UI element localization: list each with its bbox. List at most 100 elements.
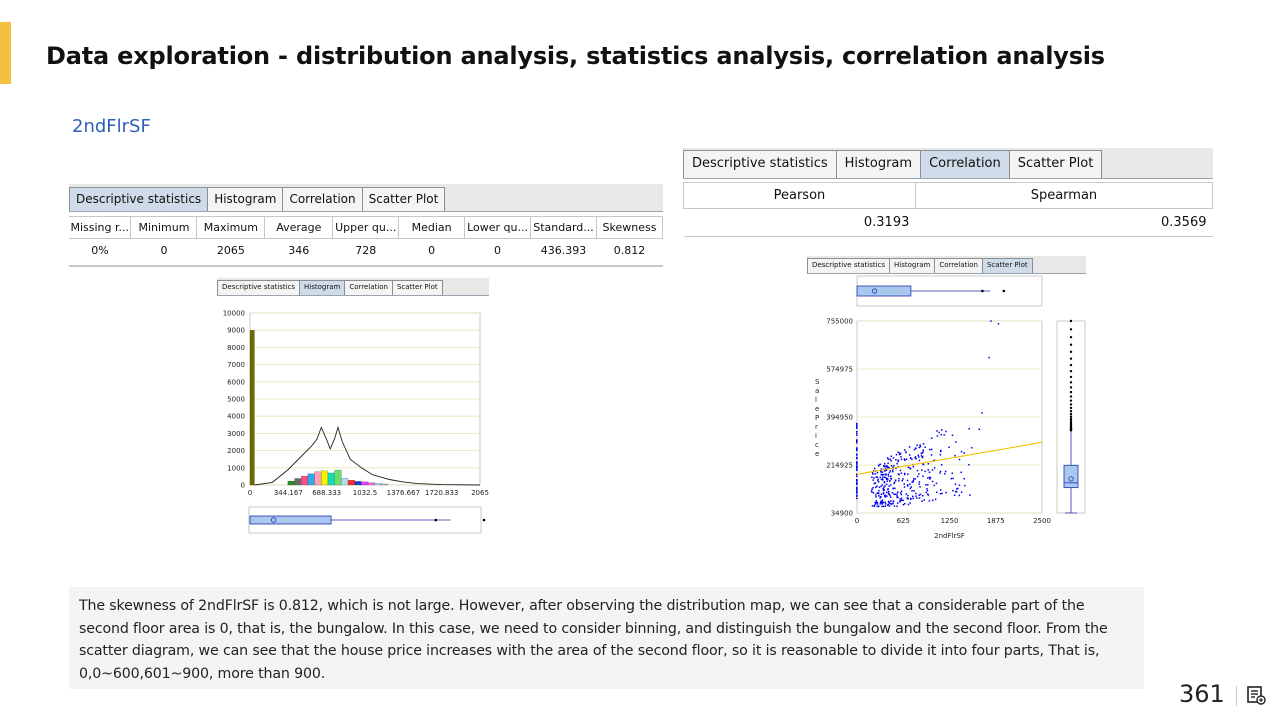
scatter-point [903, 483, 905, 485]
scatter-point [856, 434, 858, 436]
correlation-tab-descriptive-statistics[interactable]: Descriptive statistics [683, 150, 837, 178]
scatter-point [870, 490, 873, 492]
scatter-point [935, 491, 938, 494]
scatter-point [912, 465, 915, 468]
stats-column-header[interactable]: Upper qu... [332, 216, 400, 239]
correlation-value-cell: 0.3569 [915, 208, 1213, 237]
stats-column-header[interactable]: Average [264, 216, 334, 239]
scatter-point [954, 454, 956, 457]
scatter-point [928, 448, 931, 451]
y-tick-label: 34900 [831, 510, 853, 518]
scatter-point [878, 492, 880, 495]
scatter-point [886, 464, 888, 467]
scatter-point [924, 470, 926, 473]
scatter-point [887, 488, 889, 491]
histogram-tab-scatter-plot[interactable]: Scatter Plot [391, 280, 443, 295]
scatter-point [897, 496, 899, 499]
scatter-point [873, 482, 875, 485]
scatter-point [892, 487, 894, 490]
scatter-point [856, 441, 858, 443]
scatter-point [888, 505, 891, 507]
scatter-point [884, 469, 887, 471]
scatter-point [938, 431, 940, 434]
scatter-point [887, 466, 890, 469]
scatter-point [880, 485, 882, 488]
scatter-tab-correlation[interactable]: Correlation [934, 258, 983, 273]
scatter-point [856, 462, 858, 464]
histogram-bar [294, 478, 302, 486]
stats-tab-correlation[interactable]: Correlation [282, 187, 363, 211]
scatter-point [896, 496, 898, 499]
notes-icon[interactable] [1245, 684, 1267, 706]
slide-title: Data exploration - distribution analysis… [46, 42, 1105, 70]
scatter-plot-panel: Descriptive statistics Histogram Correlati… [807, 256, 1087, 546]
scatter-point [930, 454, 933, 456]
stats-column-header[interactable]: Skewness [596, 216, 663, 239]
scatter-point [920, 452, 923, 455]
scatter-point [960, 450, 963, 453]
scatter-point [915, 458, 917, 460]
scatter-point [918, 494, 920, 496]
scatter-tab-histogram[interactable]: Histogram [889, 258, 936, 273]
scatter-point [856, 447, 858, 450]
scatter-point [902, 503, 905, 506]
scatter-point [958, 458, 961, 461]
stats-column-header[interactable]: Median [398, 216, 466, 239]
histogram-tab-correlation[interactable]: Correlation [344, 280, 393, 295]
scatter-point [896, 493, 898, 495]
scatter-point [957, 487, 959, 490]
scatter-tab-descriptive-statistics[interactable]: Descriptive statistics [807, 258, 891, 273]
stats-column-header[interactable]: Maximum [196, 216, 266, 239]
correlation-column-header[interactable]: Spearman [914, 182, 1214, 209]
correlation-column-header[interactable]: Pearson [683, 182, 916, 209]
y-tick-label: 9000 [227, 327, 245, 335]
stats-tab-bar: Descriptive statistics Histogram Correlati… [69, 184, 663, 212]
scatter-point [856, 422, 858, 425]
histogram-bar [249, 330, 255, 486]
scatter-point [856, 482, 858, 485]
correlation-tab-histogram[interactable]: Histogram [835, 150, 922, 178]
scatter-point [882, 488, 884, 490]
scatter-point [882, 505, 885, 508]
right-boxplot-outlier [1069, 343, 1073, 346]
stats-tab-histogram[interactable]: Histogram [207, 187, 284, 211]
y-tick-label: 5000 [227, 396, 245, 404]
scatter-point [906, 479, 909, 482]
stats-tab-scatter-plot[interactable]: Scatter Plot [361, 187, 446, 211]
histogram-bar [361, 481, 369, 486]
scatter-point [856, 464, 858, 466]
stats-column-header[interactable]: Missing r... [69, 216, 132, 239]
scatter-point [881, 471, 884, 473]
stats-column-header[interactable]: Standard... [530, 216, 597, 239]
scatter-point [878, 495, 880, 497]
scatter-point [856, 431, 858, 433]
scatter-point [911, 481, 913, 483]
stats-column-header[interactable]: Lower qu... [464, 216, 532, 239]
y-tick-label: 7000 [227, 361, 245, 369]
x-tick-label: 625 [897, 517, 910, 525]
histogram-tab-histogram[interactable]: Histogram [299, 280, 346, 295]
y-tick-label: 6000 [227, 378, 245, 386]
stats-column-header[interactable]: Minimum [130, 216, 198, 239]
correlation-tab-correlation[interactable]: Correlation [920, 150, 1010, 178]
scatter-point [948, 446, 950, 449]
scatter-point [939, 492, 942, 495]
scatter-point [856, 427, 858, 429]
scatter-point [856, 494, 858, 496]
scatter-point [897, 459, 900, 462]
scatter-point [881, 505, 883, 508]
x-tick-label: 2065 [471, 489, 489, 497]
scatter-point [909, 487, 912, 490]
scatter-point [927, 494, 930, 496]
scatter-point [890, 455, 893, 457]
scatter-tab-scatter-plot[interactable]: Scatter Plot [981, 258, 1033, 273]
scatter-point [952, 489, 954, 492]
y-tick-label: 8000 [227, 344, 245, 352]
scatter-point [896, 495, 898, 497]
correlation-tab-scatter-plot[interactable]: Scatter Plot [1008, 150, 1103, 178]
x-tick-label: 1032.5 [353, 489, 378, 497]
scatter-point [856, 447, 858, 449]
stats-tab-descriptive-statistics[interactable]: Descriptive statistics [69, 187, 209, 211]
scatter-point [882, 479, 884, 481]
histogram-tab-descriptive-statistics[interactable]: Descriptive statistics [217, 280, 301, 295]
